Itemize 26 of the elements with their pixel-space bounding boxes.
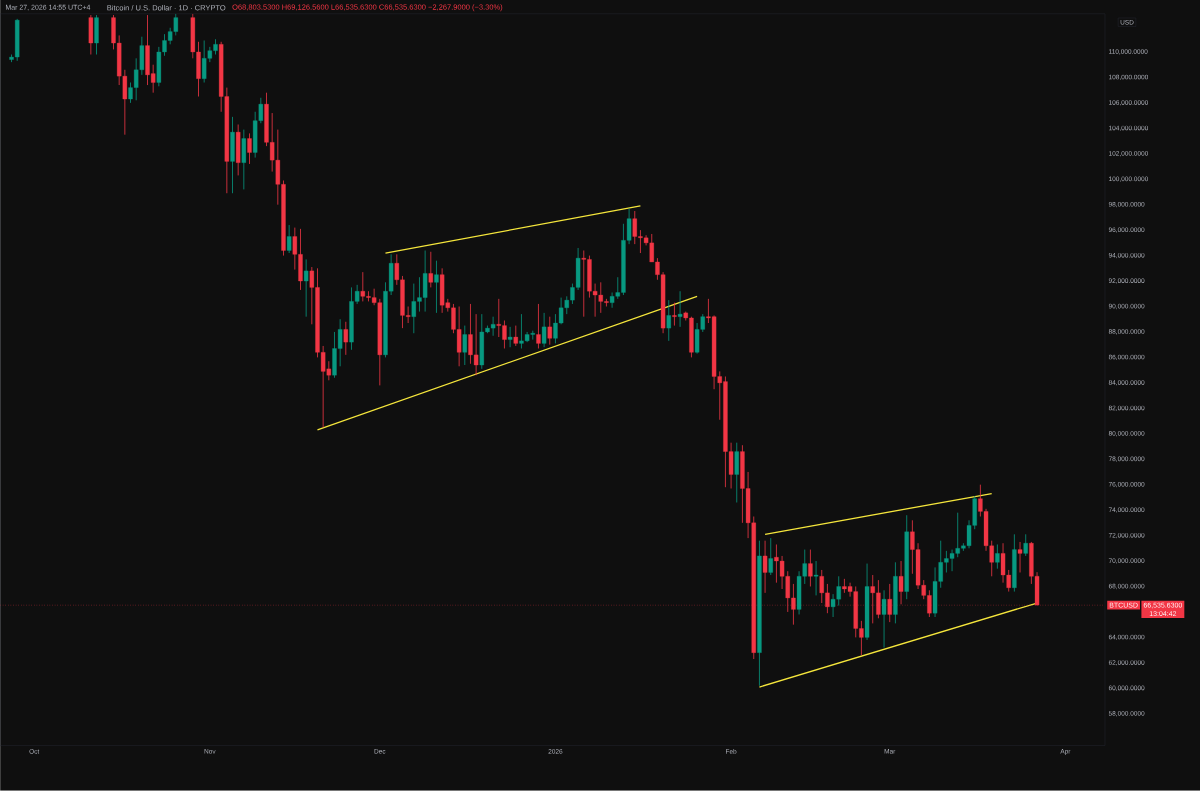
candlestick [666,299,671,342]
candlestick [247,133,252,165]
candlestick [1023,533,1028,557]
candlestick [768,537,773,576]
candlestick [541,312,547,348]
candlestick [462,325,467,366]
candlestick [762,540,768,594]
candlestick [428,251,433,288]
candlestick [887,583,892,623]
candlestick [343,321,348,356]
candlestick [672,302,677,327]
candlestick [898,560,904,605]
candlestick [808,549,813,587]
candlestick [513,325,518,347]
candlestick [507,326,513,348]
candlestick [1017,541,1023,573]
candlestick [734,442,739,503]
candlestick [434,260,439,314]
candlestick [286,224,292,254]
candlestick [303,259,309,318]
candlestick [536,303,541,349]
candlestick [995,544,1000,570]
candlestick [677,290,683,328]
candlestick [547,316,552,346]
candlestick [813,560,819,596]
candlestick [881,589,887,649]
